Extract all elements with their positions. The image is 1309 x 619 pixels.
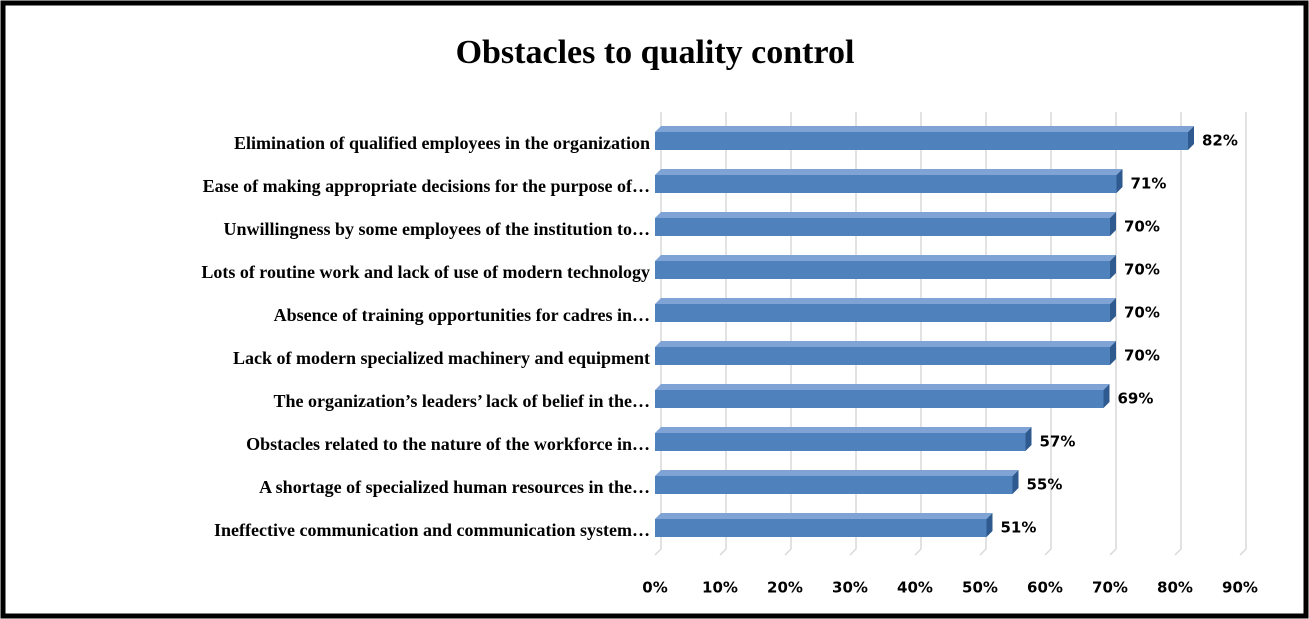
bar-top	[655, 470, 1019, 476]
bar-front	[655, 347, 1110, 365]
y-tick-label: Unwillingness by some employees of the i…	[223, 219, 650, 239]
data-label: 71%	[1131, 175, 1167, 193]
bar-side	[1012, 470, 1019, 494]
data-label: 57%	[1040, 433, 1076, 451]
bar	[655, 298, 1116, 322]
y-tick-label: The organization’s leaders’ lack of beli…	[274, 391, 650, 411]
x-tick-label: 80%	[1157, 579, 1193, 597]
bar	[655, 126, 1194, 150]
y-tick-label: Elimination of qualified employees in th…	[234, 133, 650, 153]
data-label: 82%	[1202, 132, 1238, 150]
bar	[655, 169, 1123, 193]
bar	[655, 255, 1116, 279]
bar-side	[986, 513, 993, 537]
bar-front	[655, 304, 1110, 322]
bar-front	[655, 390, 1104, 408]
bar-side	[1116, 169, 1123, 193]
data-label: 70%	[1124, 347, 1160, 365]
bar-side	[1110, 298, 1116, 322]
bar-top	[655, 212, 1116, 218]
data-label: 70%	[1124, 261, 1160, 279]
bar-side	[1110, 255, 1116, 279]
data-label: 69%	[1118, 390, 1154, 408]
bar-front	[655, 132, 1188, 150]
y-tick-label: Lack of modern specialized machinery and…	[233, 348, 650, 368]
bar	[655, 427, 1032, 451]
x-tick-label: 50%	[962, 579, 998, 597]
bar	[655, 212, 1116, 236]
y-tick-label: Ineffective communication and communicat…	[214, 520, 650, 540]
bar-front	[655, 519, 987, 537]
x-tick-label: 30%	[832, 579, 868, 597]
data-label: 51%	[1001, 519, 1037, 537]
x-tick-label: 70%	[1092, 579, 1128, 597]
bar-front	[655, 476, 1013, 494]
x-tick-label: 40%	[897, 579, 933, 597]
bar-top	[655, 427, 1032, 433]
bar-front	[655, 433, 1026, 451]
data-label: 70%	[1124, 304, 1160, 322]
x-tick-label: 0%	[642, 579, 667, 597]
bar	[655, 384, 1110, 408]
bar-top	[655, 298, 1116, 304]
data-label: 55%	[1027, 476, 1063, 494]
y-tick-label: Obstacles related to the nature of the w…	[246, 434, 650, 454]
y-tick-label: Ease of making appropriate decisions for…	[203, 176, 650, 196]
bar-front	[655, 218, 1110, 236]
bar	[655, 470, 1019, 494]
bar-front	[655, 175, 1117, 193]
bar-top	[655, 255, 1116, 261]
bar-top	[655, 384, 1110, 390]
bar-top	[655, 126, 1194, 132]
x-tick-label: 90%	[1222, 579, 1258, 597]
bar-front	[655, 261, 1110, 279]
chart-title: Obstacles to quality control	[456, 34, 855, 71]
bar-top	[655, 513, 993, 519]
grid-line	[1174, 112, 1182, 556]
x-tick-label: 20%	[767, 579, 803, 597]
grid-line	[1239, 112, 1247, 556]
y-tick-label: A shortage of specialized human resource…	[259, 477, 650, 497]
bar-top	[655, 341, 1116, 347]
data-label: 70%	[1124, 218, 1160, 236]
x-tick-label: 10%	[702, 579, 738, 597]
bar-side	[1110, 212, 1116, 236]
bar	[655, 513, 993, 537]
bar-side	[1103, 384, 1110, 408]
y-tick-label: Absence of training opportunities for ca…	[274, 305, 650, 325]
bar	[655, 341, 1116, 365]
y-tick-label: Lots of routine work and lack of use of …	[201, 262, 650, 282]
bar-top	[655, 169, 1123, 175]
x-tick-label: 60%	[1027, 579, 1063, 597]
bar-side	[1110, 341, 1116, 365]
bar-side	[1188, 126, 1194, 150]
bar-side	[1025, 427, 1032, 451]
